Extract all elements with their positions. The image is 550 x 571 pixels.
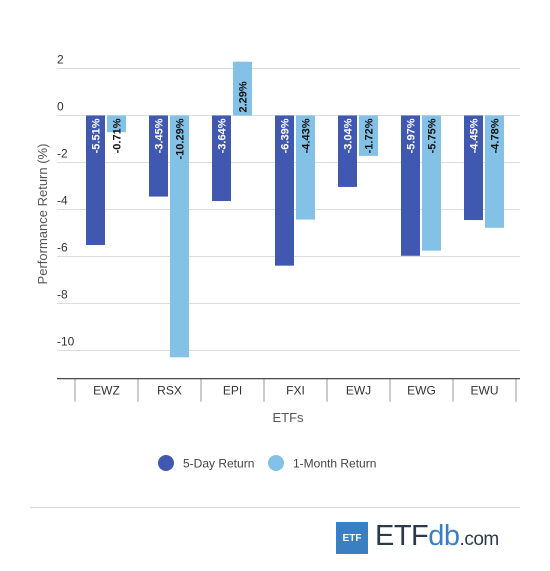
bar-1-month-return (107, 115, 126, 133)
data-label: -6.39% (280, 118, 292, 153)
bar-5-day-return (401, 115, 420, 256)
data-label: -4.45% (469, 118, 481, 153)
bar-chart: 2 0 -2 -4 -6 -8 -10 -5.51% -0.71% -3.45% -10.29% -3… (35, 53, 520, 471)
data-label: -5.75% (427, 118, 439, 153)
data-label: -0.71% (112, 118, 124, 153)
logo-com: .com (459, 529, 500, 550)
logo-wordmark: ETFdb.com (375, 520, 499, 556)
x-tick-label: RSX (157, 384, 182, 398)
bar-5-day-return (464, 115, 483, 221)
data-label: -5.97% (406, 118, 418, 153)
y-tick-label: -2 (57, 147, 68, 161)
data-label: -4.78% (490, 118, 502, 153)
data-label: -1.72% (364, 118, 376, 153)
data-label: -10.29% (175, 118, 187, 159)
logo-badge: ETF (336, 522, 368, 554)
bar-5-day-return (275, 115, 294, 266)
data-label: -3.64% (217, 118, 229, 153)
data-label: -5.51% (91, 118, 103, 153)
x-tick-label: EWJ (346, 384, 371, 398)
etfdb-logo: ETF ETFdb.com (336, 520, 499, 556)
y-tick-label: 0 (57, 100, 64, 114)
bar-5-day-return (149, 115, 168, 197)
legend-label: 5-Day Return (183, 457, 254, 471)
logo-db: db (428, 520, 460, 552)
bar-5-day-return (338, 115, 357, 187)
bar-5-day-return (212, 115, 231, 202)
bar-1-month-return (233, 61, 252, 116)
footer-divider (30, 507, 520, 508)
data-label: -3.45% (154, 118, 166, 153)
data-label: 2.29% (238, 81, 250, 112)
y-tick-label: -8 (57, 288, 68, 302)
bar-1-month-return (485, 115, 504, 228)
x-tick-label: EWZ (93, 384, 120, 398)
x-tick-label: EWU (471, 384, 499, 398)
legend-marker (158, 455, 174, 471)
bar-1-month-return (296, 115, 315, 220)
bar-1-month-return (170, 115, 189, 358)
legend-label: 1-Month Return (293, 457, 376, 471)
data-label: -3.04% (343, 118, 355, 153)
x-axis-title: ETFs (272, 410, 304, 425)
y-tick-label: -4 (57, 194, 68, 208)
data-label: -4.43% (301, 118, 313, 153)
y-tick-label: -6 (57, 241, 68, 255)
bar-1-month-return (422, 115, 441, 251)
bar-1-month-return (359, 115, 378, 156)
y-tick-label: 2 (57, 53, 64, 67)
x-tick-label: EWG (407, 384, 436, 398)
x-tick-label: FXI (286, 384, 305, 398)
y-axis-title: Performance Return (%) (35, 144, 50, 285)
logo-etf: ETF (375, 520, 429, 552)
x-tick-label: EPI (223, 384, 242, 398)
bar-5-day-return (86, 115, 105, 245)
y-tick-label: -10 (57, 335, 75, 349)
legend-marker (268, 455, 284, 471)
